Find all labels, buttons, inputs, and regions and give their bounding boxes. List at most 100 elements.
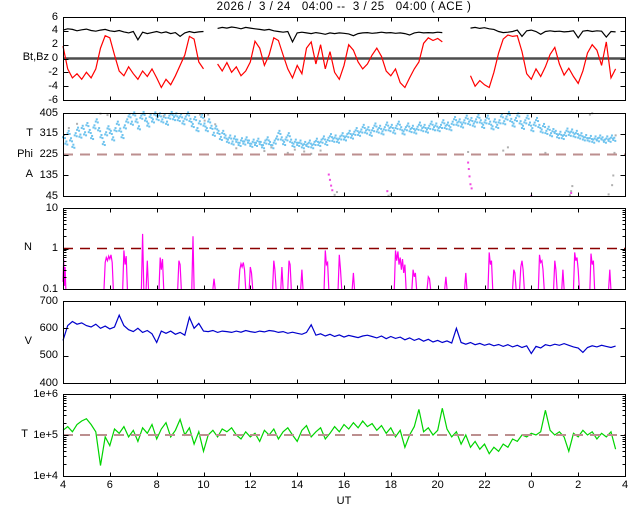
scatter-dot-phi-secondary xyxy=(263,150,266,153)
scatter-dot-phi-main xyxy=(488,122,491,125)
line-V xyxy=(62,313,616,355)
scatter-dot-phi-secondary xyxy=(614,134,617,137)
scatter-dot-phi-main xyxy=(100,134,103,137)
scatter-dot-phi-main xyxy=(235,140,238,143)
scatter-dot-phi-main xyxy=(88,128,91,131)
scatter-dot-phi-main xyxy=(210,124,213,127)
scatter-dot-phi-main xyxy=(110,132,113,135)
scatter-dot-phi-main xyxy=(136,121,139,124)
scatter-dot-phi-main xyxy=(139,116,142,119)
scatter-dot-phi-main xyxy=(424,130,427,133)
scatter-dot-phi-main xyxy=(321,141,324,144)
scatter-dot-phi-main xyxy=(179,115,182,118)
scatter-dot-phi-main xyxy=(602,139,605,142)
scatter-dot-phi-secondary xyxy=(506,146,509,149)
scatter-dot-phi-main xyxy=(371,129,374,132)
scatter-dot-phi-main xyxy=(393,129,396,132)
scatter-dot-phi-main xyxy=(544,126,547,129)
scatter-dot-phi-main xyxy=(534,124,537,127)
scatter-dot-phi-main xyxy=(225,137,228,140)
scatter-dot-phi-main xyxy=(605,137,608,140)
scatter-dot-phi-main xyxy=(550,132,553,135)
scatter-dot-phi-secondary xyxy=(544,151,547,154)
scatter-dot-phi-main xyxy=(339,135,342,138)
scatter-dot-phi-main xyxy=(209,126,212,129)
scatter-dot-phi-main xyxy=(134,120,137,123)
scatter-dot-phi-main xyxy=(590,138,593,141)
scatter-dot-phi-main xyxy=(389,126,392,129)
scatter-dot-phi-main xyxy=(560,133,563,136)
scatter-dot-phi-main xyxy=(310,146,313,149)
scatter-dot-phi-main xyxy=(345,139,347,142)
x-tick-label: 22 xyxy=(478,479,491,491)
scatter-dot-phi-main xyxy=(337,141,340,144)
scatter-dot-phi-main xyxy=(453,118,456,121)
y-tick-label: 0 xyxy=(51,52,58,64)
scatter-dot-phi-main xyxy=(272,147,275,150)
scatter-dot-phi-main xyxy=(123,124,126,127)
scatter-dot-phi-main xyxy=(127,121,130,124)
scatter-dot-phi-main xyxy=(432,126,435,129)
scatter-dot-phi-main xyxy=(468,120,471,123)
scatter-dot-phi-main xyxy=(510,117,513,120)
scatter-dot-phi-main xyxy=(486,114,489,117)
y-tick-label: 500 xyxy=(39,349,58,362)
scatter-dot-phi-main xyxy=(250,142,253,145)
scatter-dot-phi-main xyxy=(277,132,280,135)
scatter-dot-phi-main xyxy=(112,136,115,139)
scatter-dot-phi-main xyxy=(389,130,392,133)
scatter-dot-phi-main xyxy=(113,139,116,142)
scatter-dot-phi-main xyxy=(107,125,110,128)
scatter-dot-phi-main xyxy=(70,137,73,140)
scatter-dot-phi-main xyxy=(78,129,81,132)
scatter-dot-phi-main xyxy=(539,126,542,129)
scatter-dot-phi-main xyxy=(577,136,580,139)
scatter-dot-phi-main xyxy=(148,125,151,128)
scatter-dot-phi-main xyxy=(121,134,124,137)
scatter-dot-phi-main xyxy=(450,129,453,132)
scatter-dot-phi-main xyxy=(246,139,249,142)
scatter-dot-phi-main xyxy=(381,130,384,133)
scatter-dot-phi-main xyxy=(314,144,317,147)
scatter-dot-phi-main xyxy=(165,122,168,125)
scatter-dot-phi-main xyxy=(66,143,69,146)
scatter-dot-phi-main xyxy=(300,146,303,149)
scatter-dot-phi-main xyxy=(263,141,266,144)
scatter-dot-phi-main xyxy=(99,136,102,139)
scatter-dot-phi-main xyxy=(397,120,400,123)
scatter-dot-phi-main xyxy=(167,116,170,119)
scatter-dot-phi-main xyxy=(306,142,309,145)
scatter-dot-phi-main xyxy=(464,122,467,125)
scatter-dot-phi-main xyxy=(325,140,328,143)
line-N xyxy=(62,233,612,290)
scatter-dot-phi-main xyxy=(138,128,141,131)
scatter-dot-phi-secondary xyxy=(303,150,306,153)
scatter-dot-phi-secondary xyxy=(162,114,165,117)
scatter-dot-phi-main xyxy=(99,130,102,133)
scatter-dot-phi-main xyxy=(280,136,283,139)
y-tick-label: 6 xyxy=(51,10,58,23)
scatter-dot-phi-main xyxy=(209,121,212,124)
panel-temperature xyxy=(62,394,626,477)
scatter-dot-phi-main xyxy=(443,122,446,125)
scatter-dot-phi-main xyxy=(395,124,398,127)
scatter-dot-phi-main xyxy=(271,144,274,147)
y-tick-label: -6 xyxy=(48,93,58,106)
scatter-dot-phi-main xyxy=(512,122,515,125)
scatter-dot-phi-main xyxy=(153,113,156,116)
scatter-dot-phi-main xyxy=(178,120,181,123)
scatter-dot-phi-main xyxy=(593,137,596,140)
scatter-dot-phi-main xyxy=(589,134,592,137)
scatter-dot-phi-main xyxy=(418,121,421,124)
scatter-dot-phi-main xyxy=(160,115,163,118)
scatter-dot-phi-main xyxy=(241,140,244,143)
scatter-dot-phi-main xyxy=(115,130,118,133)
scatter-dot-phi-main xyxy=(176,115,179,118)
panel-phi-angle xyxy=(62,110,626,197)
scatter-dot-phi-main xyxy=(585,134,588,137)
scatter-dot-phi-main xyxy=(230,142,233,145)
scatter-dot-phi-main xyxy=(579,137,582,140)
scatter-dot-phi-main xyxy=(106,127,109,130)
scatter-dot-phi-main xyxy=(524,119,527,122)
